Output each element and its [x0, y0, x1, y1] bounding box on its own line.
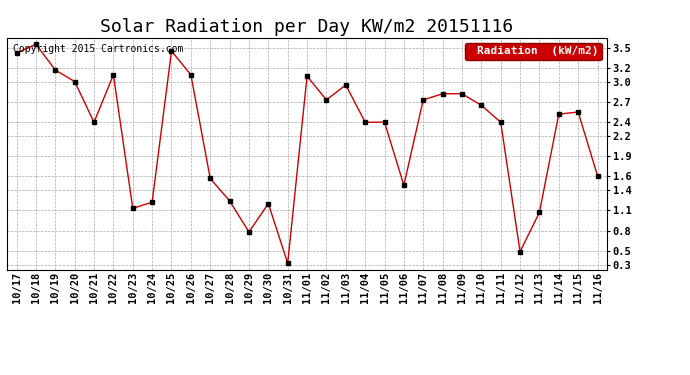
Legend: Radiation  (kW/m2): Radiation (kW/m2) — [464, 43, 602, 60]
Title: Solar Radiation per Day KW/m2 20151116: Solar Radiation per Day KW/m2 20151116 — [101, 18, 513, 36]
Text: Copyright 2015 Cartronics.com: Copyright 2015 Cartronics.com — [13, 45, 184, 54]
